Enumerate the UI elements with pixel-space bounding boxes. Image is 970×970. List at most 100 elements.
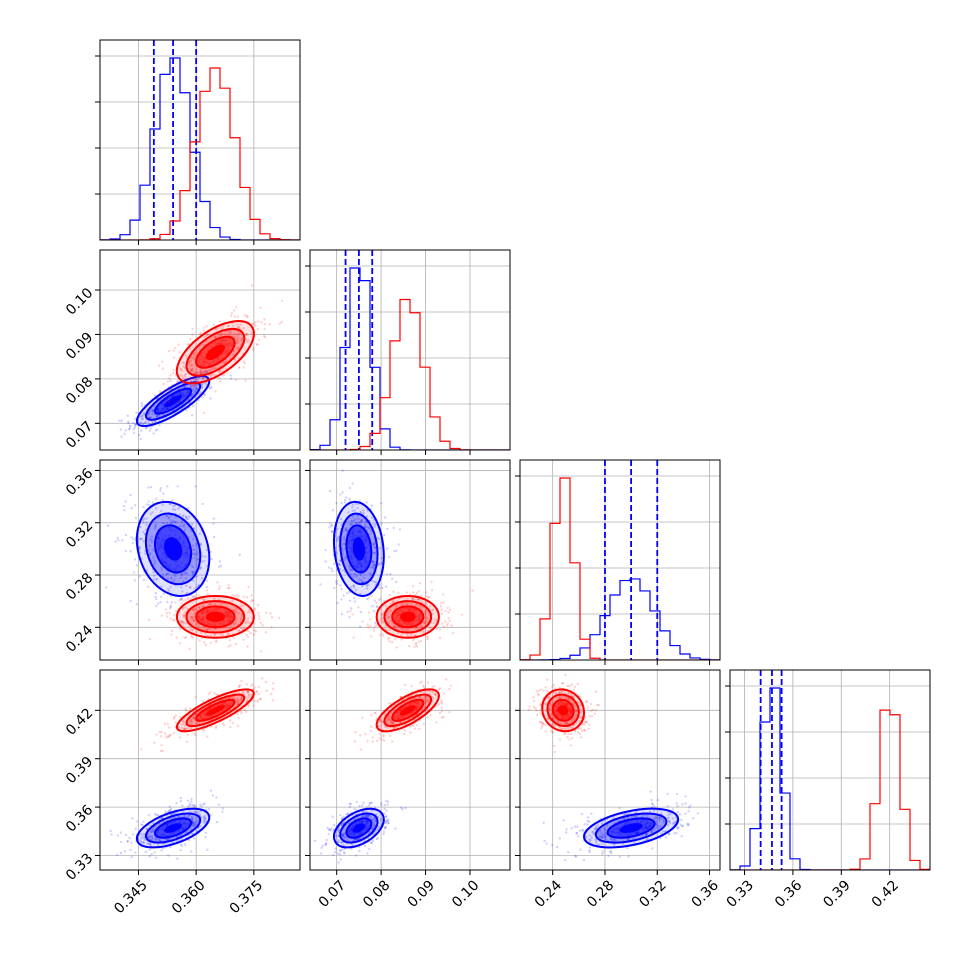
sample-point [190, 414, 194, 417]
sample-point [247, 691, 250, 694]
sample-point [438, 711, 442, 715]
sample-point [186, 607, 189, 611]
sample-point [132, 428, 135, 431]
contour-blue [144, 381, 202, 421]
sample-point [652, 805, 656, 808]
sample-point [425, 695, 429, 699]
sample-point [180, 368, 183, 371]
sample-point [188, 585, 192, 589]
grid-layer [100, 40, 930, 870]
sample-point [198, 393, 202, 397]
sample-point [153, 741, 156, 744]
sample-point [385, 809, 388, 813]
sample-point [150, 838, 153, 841]
sample-point [430, 580, 433, 583]
sample-point [160, 817, 163, 820]
sample-point [259, 697, 262, 701]
sample-point [189, 727, 192, 731]
sample-point [367, 804, 371, 807]
sample-point [176, 857, 179, 860]
sample-point [342, 851, 346, 854]
sample-point [627, 855, 630, 858]
sample-point [324, 560, 327, 563]
sample-point [358, 572, 362, 576]
sample-point [142, 832, 145, 836]
sample-point [192, 608, 196, 611]
sample-point [159, 601, 162, 604]
sample-point [245, 683, 248, 686]
contour-blue [153, 817, 193, 839]
sample-point [219, 564, 223, 567]
sample-point [122, 505, 126, 508]
sample-point [190, 364, 194, 367]
sample-point [401, 808, 404, 811]
sample-point [350, 523, 353, 526]
sample-point [214, 336, 217, 339]
sample-point [407, 628, 410, 631]
sample-point [378, 547, 381, 550]
sample-point [676, 810, 680, 814]
sample-point [184, 727, 187, 730]
sample-point [343, 547, 347, 550]
sample-point [123, 850, 127, 853]
sample-point [149, 427, 152, 430]
sample-point [169, 585, 172, 589]
sample-point [419, 625, 423, 629]
sample-point [259, 697, 263, 701]
sample-point [365, 501, 368, 504]
sample-point [177, 379, 180, 383]
sample-point [192, 548, 195, 552]
sample-point [200, 560, 204, 563]
sample-point [155, 415, 158, 418]
sample-point [184, 622, 188, 625]
sample-point [215, 639, 218, 642]
sample-point [217, 803, 220, 806]
sample-point [116, 853, 119, 857]
sample-point [171, 372, 175, 375]
sample-point [336, 831, 340, 834]
sample-point [440, 608, 443, 611]
sample-point [190, 384, 193, 387]
sample-point [199, 825, 202, 828]
sample-point [227, 586, 230, 590]
sample-point [166, 380, 170, 383]
sample-point [201, 554, 204, 558]
sample-point [142, 411, 146, 415]
sample-point [162, 521, 165, 525]
sample-point [400, 638, 403, 641]
sample-point [379, 617, 383, 621]
sample-point [164, 810, 167, 813]
sample-point [134, 423, 138, 426]
sample-point [181, 590, 184, 593]
sample-point [168, 388, 171, 392]
sample-point [669, 812, 672, 816]
sample-point [383, 713, 386, 717]
sample-point [139, 537, 142, 540]
sample-point [106, 524, 110, 527]
sample-point [420, 680, 423, 683]
sample-point [426, 635, 429, 638]
sample-point [171, 508, 175, 511]
sample-point [395, 646, 398, 649]
sample-point [173, 508, 177, 511]
sample-point [418, 598, 421, 601]
sample-point [191, 570, 194, 573]
histogram-blue [100, 57, 300, 240]
sample-point [394, 637, 397, 641]
sample-point [179, 620, 183, 623]
sample-point [212, 367, 216, 370]
sample-point [208, 627, 211, 631]
sample-point [177, 726, 181, 729]
sample-point [149, 552, 152, 555]
sample-point [138, 575, 141, 578]
sample-point [234, 306, 238, 309]
sample-point [168, 611, 171, 614]
sample-point [147, 549, 150, 552]
sample-point [250, 284, 254, 287]
sample-point [191, 804, 194, 807]
sample-point [349, 802, 352, 806]
sample-point [193, 389, 196, 392]
sample-point [186, 733, 189, 737]
sample-point [362, 801, 365, 804]
sample-point [421, 605, 424, 609]
